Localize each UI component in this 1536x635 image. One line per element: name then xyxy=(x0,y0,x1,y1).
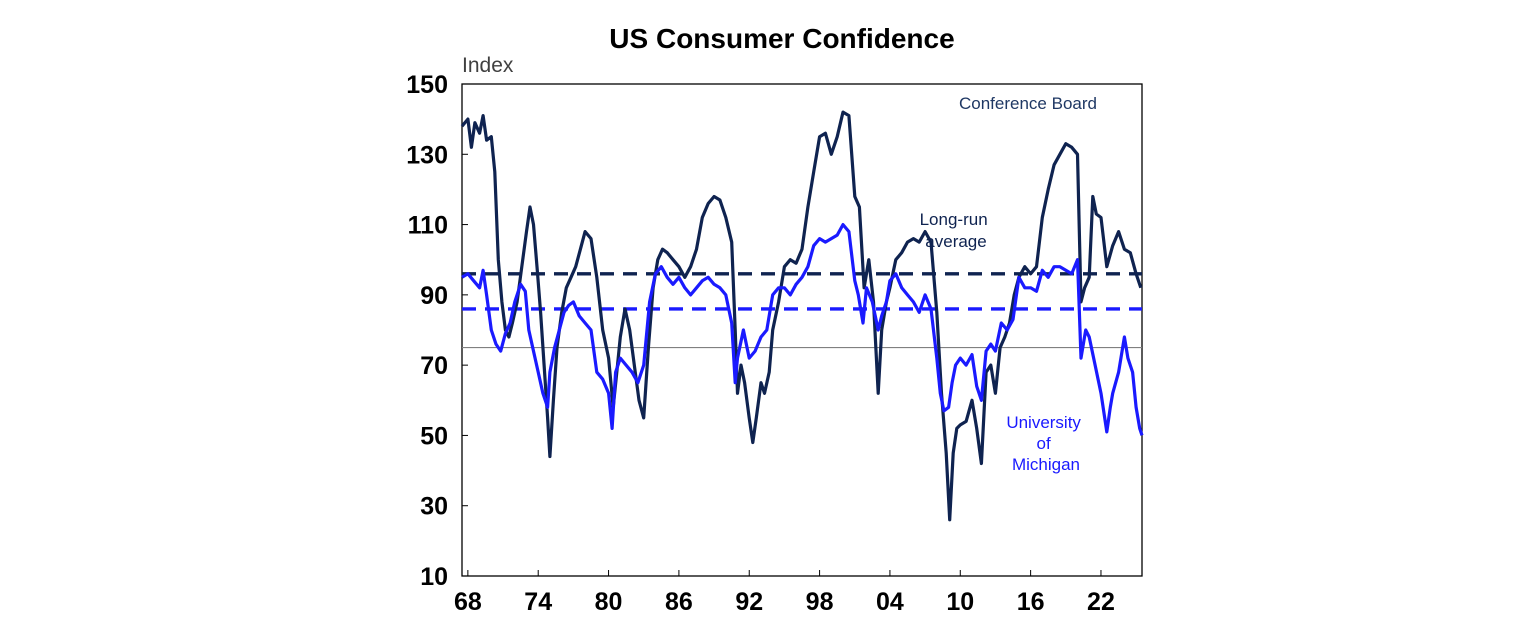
y-tick-label: 130 xyxy=(406,141,448,169)
x-tick-label: 80 xyxy=(595,588,623,616)
x-tick-label: 10 xyxy=(946,588,974,616)
x-tick-label: 92 xyxy=(735,588,763,616)
annotation-long-run-average: Long-run average xyxy=(920,210,993,251)
y-tick-label: 90 xyxy=(420,282,448,310)
annotation-conference-board: Conference Board xyxy=(959,94,1097,113)
x-tick-label: 74 xyxy=(524,588,552,616)
x-tick-label: 98 xyxy=(806,588,834,616)
annotation-line: University xyxy=(1006,413,1081,432)
chart-title: US Consumer Confidence xyxy=(609,23,954,54)
y-axis-unit-label: Index xyxy=(462,54,514,77)
y-axis: 10 30 50 70 90 110 130 150 xyxy=(406,71,468,591)
series-line-university-of-michigan xyxy=(461,223,1144,436)
x-tick-label: 86 xyxy=(665,588,693,616)
x-axis: 68 74 80 86 92 98 04 10 16 22 xyxy=(454,570,1115,616)
y-tick-label: 70 xyxy=(420,352,448,380)
x-tick-label: 04 xyxy=(876,588,904,616)
annotation-university-of-michigan: University of Michigan xyxy=(1006,413,1085,474)
y-tick-label: 50 xyxy=(420,422,448,450)
annotation-line: Michigan xyxy=(1012,455,1080,474)
y-tick-label: 30 xyxy=(420,493,448,521)
y-tick-label: 10 xyxy=(420,563,448,591)
x-tick-label: 22 xyxy=(1087,588,1115,616)
x-tick-label: 68 xyxy=(454,588,482,616)
y-tick-label: 110 xyxy=(408,212,448,240)
y-tick-label: 150 xyxy=(406,71,448,99)
annotation-line: of xyxy=(1037,434,1051,453)
annotation-line: Long-run xyxy=(920,210,988,229)
x-tick-label: 16 xyxy=(1017,588,1045,616)
annotation-line: average xyxy=(925,232,986,251)
plot-area xyxy=(461,83,1143,577)
